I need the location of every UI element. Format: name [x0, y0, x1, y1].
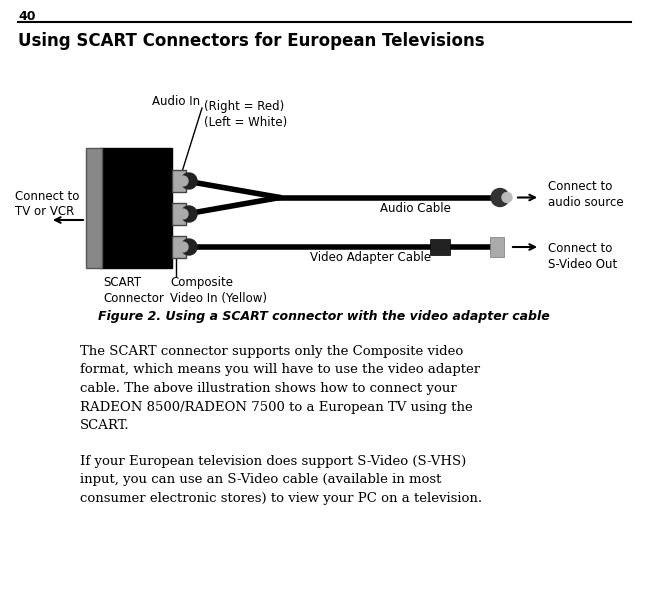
Bar — [86, 148, 102, 268]
Circle shape — [178, 209, 188, 219]
Text: If your European television does support S-Video (S-VHS)
input, you can use an S: If your European television does support… — [80, 455, 482, 505]
Text: Audio Cable: Audio Cable — [380, 202, 451, 216]
Circle shape — [178, 242, 188, 252]
Text: Figure 2. Using a SCART connector with the video adapter cable: Figure 2. Using a SCART connector with t… — [98, 310, 550, 323]
Bar — [430, 239, 450, 255]
Bar — [172, 236, 186, 258]
Bar — [100, 148, 172, 268]
Circle shape — [181, 173, 197, 189]
Text: Connect to
audio source: Connect to audio source — [548, 179, 624, 208]
Text: Using SCART Connectors for European Televisions: Using SCART Connectors for European Tele… — [18, 32, 485, 50]
Text: (Right = Red)
(Left = White): (Right = Red) (Left = White) — [204, 100, 288, 129]
Text: Connect to
S-Video Out: Connect to S-Video Out — [548, 242, 617, 271]
Bar — [172, 203, 186, 225]
Text: Video Adapter Cable: Video Adapter Cable — [310, 251, 431, 264]
Bar — [490, 237, 504, 257]
Circle shape — [181, 206, 197, 222]
Text: The SCART connector supports only the Composite video
format, which means you wi: The SCART connector supports only the Co… — [80, 345, 480, 432]
Circle shape — [491, 188, 509, 206]
Circle shape — [181, 239, 197, 255]
Text: Composite
Video In (Yellow): Composite Video In (Yellow) — [170, 276, 267, 305]
Circle shape — [502, 193, 512, 202]
Text: SCART
Connector: SCART Connector — [104, 276, 164, 305]
Circle shape — [178, 176, 188, 186]
Text: 40: 40 — [18, 10, 36, 23]
Text: Audio In: Audio In — [152, 95, 200, 108]
Bar — [172, 170, 186, 192]
Text: Connect to
TV or VCR: Connect to TV or VCR — [15, 190, 79, 218]
